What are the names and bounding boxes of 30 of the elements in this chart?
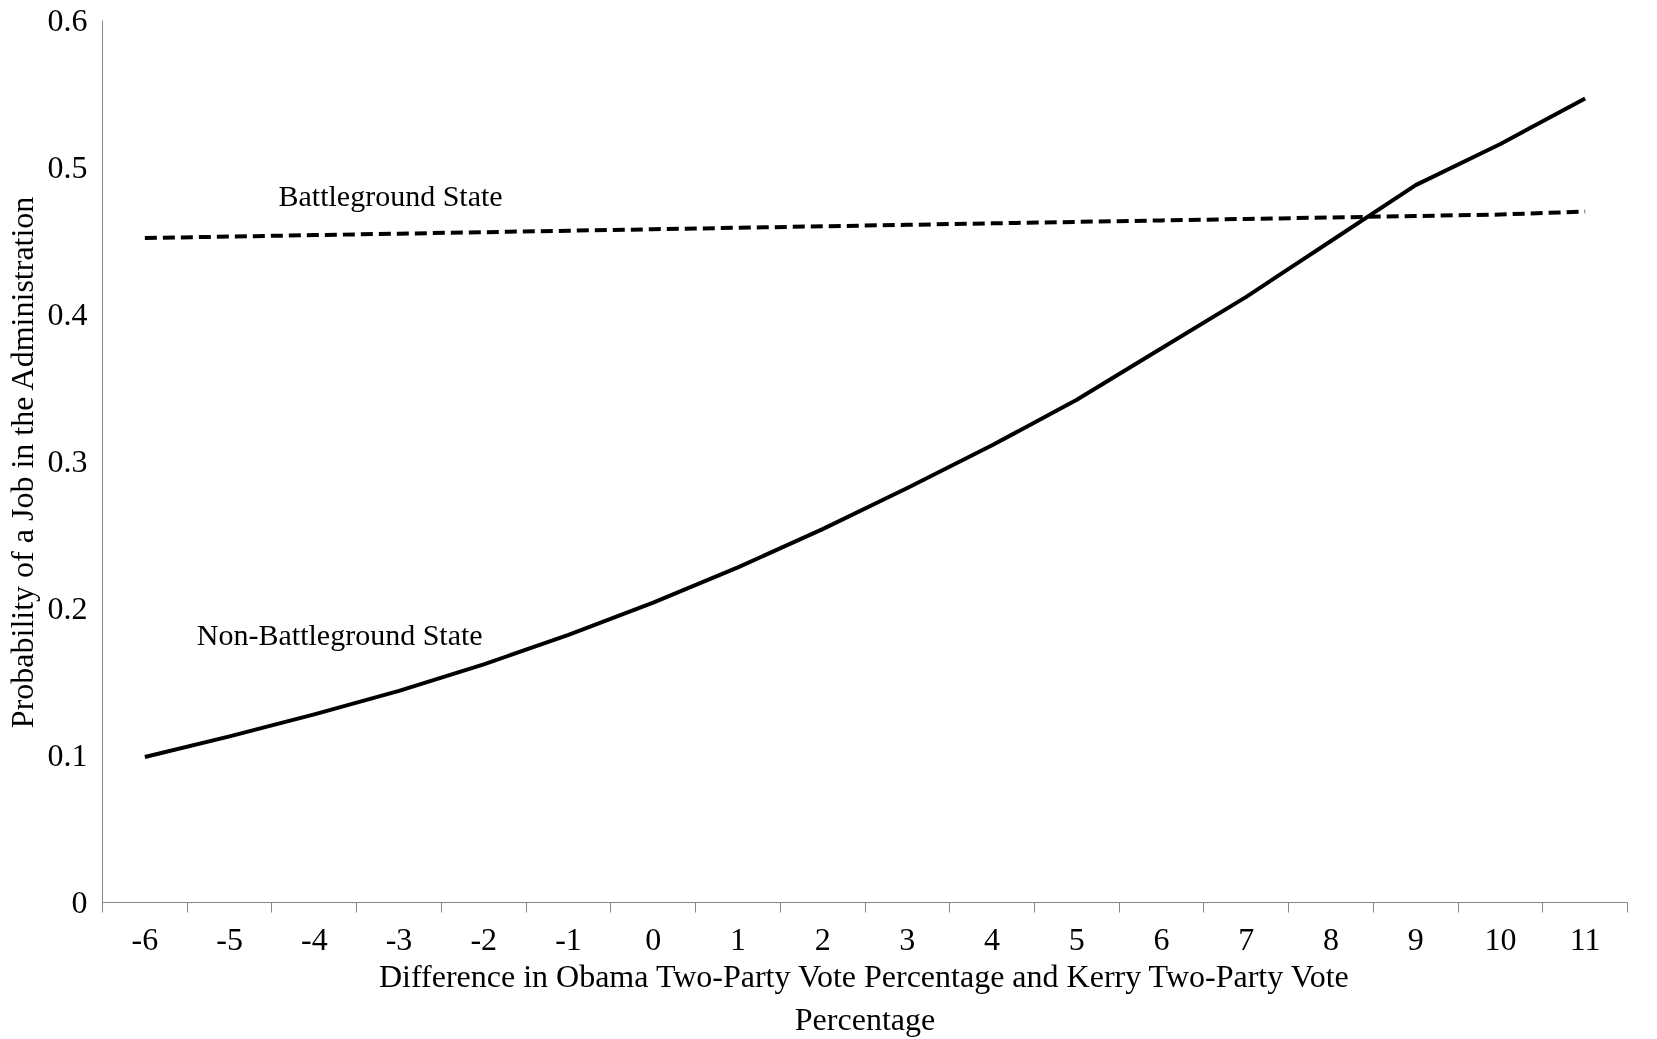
y-tick-label: 0	[71, 884, 88, 920]
x-tick-label: 5	[1068, 920, 1085, 957]
x-tick-label: 6	[1153, 920, 1170, 957]
x-axis-title: Difference in Obama Two-Party Vote Percentage and Kerry Two-Party Vote Percentage	[378, 957, 1349, 1037]
x-tick-label: 3	[899, 920, 916, 957]
x-tick-label: -5	[216, 920, 243, 957]
x-tick-label: 2	[814, 920, 831, 957]
y-tick-label: 0.2	[47, 590, 88, 626]
x-tick-label: -4	[300, 920, 328, 957]
y-tick-label: 0.3	[47, 443, 88, 479]
x-tick-label: 1	[729, 920, 746, 957]
series-label: Battleground State	[278, 178, 503, 212]
x-tick-label: 7	[1238, 920, 1255, 957]
x-tick-label: 0	[645, 920, 662, 957]
y-tick-label: 0.6	[47, 2, 88, 38]
x-tick-label: -1	[555, 920, 582, 957]
y-tick-label: 0.1	[47, 737, 88, 773]
x-tick-label: 8	[1322, 920, 1339, 957]
x-tick-label: 9	[1407, 920, 1424, 957]
y-tick-label: 0.5	[47, 149, 88, 185]
line-series	[142, 96, 1588, 759]
x-tick-label: 10	[1484, 920, 1517, 957]
series-label: Non-Battleground State	[196, 618, 483, 652]
y-axis-title: Probability of a Job in the Administration	[3, 196, 40, 729]
x-tick-label: -3	[385, 920, 413, 957]
x-tick-label: -6	[131, 920, 159, 957]
x-tick-label: 4	[984, 920, 1001, 957]
x-tick-label: 11	[1569, 920, 1601, 957]
y-tick-label: 0.4	[47, 296, 88, 332]
x-tick-label: -2	[470, 920, 498, 957]
